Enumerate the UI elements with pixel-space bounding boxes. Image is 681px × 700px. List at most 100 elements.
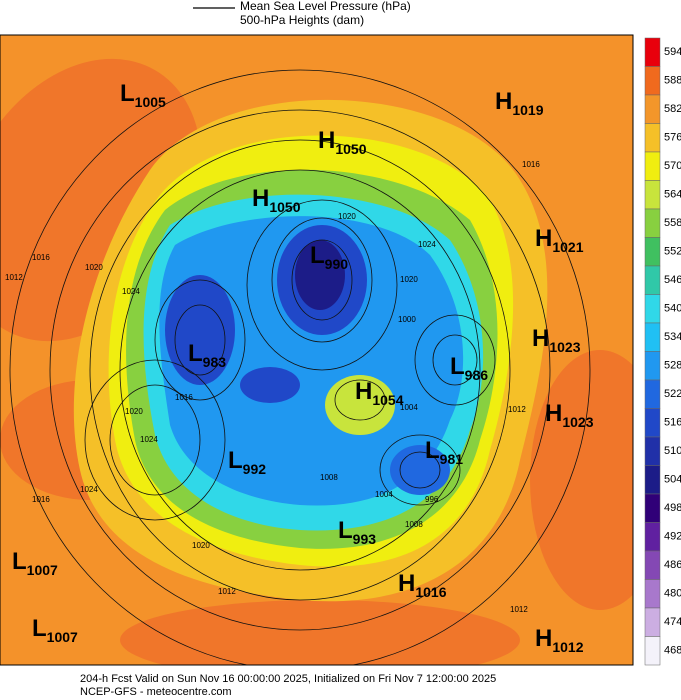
center-type: L (338, 517, 353, 544)
colorbar-label: 546 (664, 274, 681, 286)
colorbar-label: 540 (664, 303, 681, 315)
center-type: H (532, 325, 549, 352)
pressure-center: H1054 (355, 378, 404, 407)
center-type: H (398, 570, 415, 597)
colorbar-box (644, 379, 661, 409)
colorbar-label: 594 (664, 46, 681, 58)
center-type: L (425, 437, 440, 464)
colorbar: 594 588 582 576 570 564 558 552 546 540 534 528 522 5… (644, 37, 681, 666)
isobar-label: 1024 (122, 287, 140, 296)
isobar-label: 1016 (175, 393, 193, 402)
center-type: H (495, 88, 512, 115)
field-low (390, 445, 450, 495)
colorbar-label: 498 (664, 502, 681, 514)
colorbar-label: 486 (664, 559, 681, 571)
center-type: L (188, 340, 203, 367)
pressure-center: L1007 (12, 548, 58, 577)
field-shade (530, 350, 633, 610)
colorbar-label: 468 (664, 645, 681, 657)
isobar-label: 1020 (338, 212, 356, 221)
colorbar-label: 510 (664, 445, 681, 457)
isobar-label: 1024 (80, 485, 98, 494)
footer-line: 204-h Fcst Valid on Sun Nov 16 00:00:00 … (80, 673, 496, 685)
colorbar-box (644, 436, 661, 466)
pressure-center: H1023 (545, 400, 594, 429)
center-type: L (32, 615, 47, 642)
colorbar-label: 582 (664, 103, 681, 115)
colorbar-label: 528 (664, 360, 681, 372)
isobar-label: 1016 (32, 253, 50, 262)
center-type: L (12, 548, 27, 575)
center-type: L (310, 242, 325, 269)
pressure-center: H1012 (535, 625, 584, 654)
colorbar-box (644, 66, 661, 96)
colorbar-box (644, 180, 661, 210)
colorbar-box (644, 636, 661, 666)
center-type: H (318, 127, 335, 154)
isobar-label: 1012 (5, 273, 23, 282)
colorbar-box (644, 294, 661, 324)
colorbar-label: 558 (664, 217, 681, 229)
center-value: 993 (353, 531, 377, 547)
colorbar-box (644, 550, 661, 580)
isobar-label: 1008 (405, 520, 423, 529)
center-type: H (355, 378, 372, 405)
isobar-label: 1012 (508, 405, 526, 414)
map-frame (0, 34, 634, 666)
colorbar-box (644, 37, 661, 67)
colorbar-label: 576 (664, 132, 681, 144)
center-type: H (545, 400, 562, 427)
field-low (165, 275, 235, 385)
colorbar-label: 516 (664, 417, 681, 429)
colorbar-box (644, 351, 661, 381)
isobar-label: 1008 (320, 473, 338, 482)
isobar-label: 1020 (400, 275, 418, 284)
pressure-center: H1021 (535, 225, 584, 254)
isobar-label: 1024 (418, 240, 436, 249)
isobar-label: 1012 (218, 587, 236, 596)
isobars (9, 69, 591, 665)
colorbar-box (644, 408, 661, 438)
center-value: 1005 (135, 94, 166, 110)
isobar-label: 1024 (140, 435, 158, 444)
pressure-center: H1023 (532, 325, 581, 354)
colorbar-label: 570 (664, 160, 681, 172)
pressure-center: L1005 (120, 80, 166, 109)
center-value: 1016 (415, 584, 446, 600)
colorbar-box (644, 465, 661, 495)
colorbar-box (644, 322, 661, 352)
pressure-center: L992 (228, 447, 266, 476)
pressure-center: H1016 (398, 570, 447, 599)
pressure-center: L981 (425, 437, 463, 466)
pressure-center: H1019 (495, 88, 544, 117)
center-value: 986 (465, 367, 489, 383)
colorbar-label: 504 (664, 474, 681, 486)
center-value: 1054 (372, 392, 403, 408)
colorbar-box (644, 607, 661, 637)
field-low (240, 367, 300, 403)
isobar-label: 1020 (125, 407, 143, 416)
isobar-label: 1020 (85, 263, 103, 272)
legend-item: Mean Sea Level Pressure (hPa) (240, 0, 411, 13)
center-value: 1021 (552, 239, 583, 255)
isobar-label: 1004 (400, 403, 418, 412)
colorbar-box (644, 123, 661, 153)
isobar-label: 1016 (32, 495, 50, 504)
pressure-center: H1050 (252, 185, 301, 214)
colorbar-box (644, 522, 661, 552)
pressure-center: L986 (450, 353, 488, 382)
center-value: 990 (325, 256, 349, 272)
center-value: 983 (203, 354, 227, 370)
center-type: L (450, 353, 465, 380)
colorbar-box (644, 579, 661, 609)
isobar-label: 1000 (398, 315, 416, 324)
pressure-center: L993 (338, 517, 376, 546)
colorbar-label: 492 (664, 531, 681, 543)
center-value: 1019 (512, 102, 543, 118)
center-type: L (228, 447, 243, 474)
colorbar-label: 534 (664, 331, 681, 343)
colorbar-box (644, 94, 661, 124)
